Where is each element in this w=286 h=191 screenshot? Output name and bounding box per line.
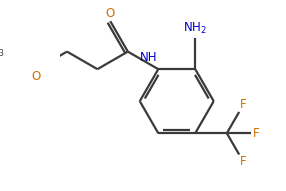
Text: F: F (253, 127, 260, 140)
Text: O: O (106, 7, 115, 20)
Text: F: F (240, 155, 247, 168)
Text: NH$_2$: NH$_2$ (183, 21, 207, 36)
Text: NH: NH (140, 51, 157, 64)
Text: F: F (240, 98, 247, 111)
Text: O: O (31, 70, 40, 83)
Text: CH$_3$: CH$_3$ (0, 45, 4, 58)
